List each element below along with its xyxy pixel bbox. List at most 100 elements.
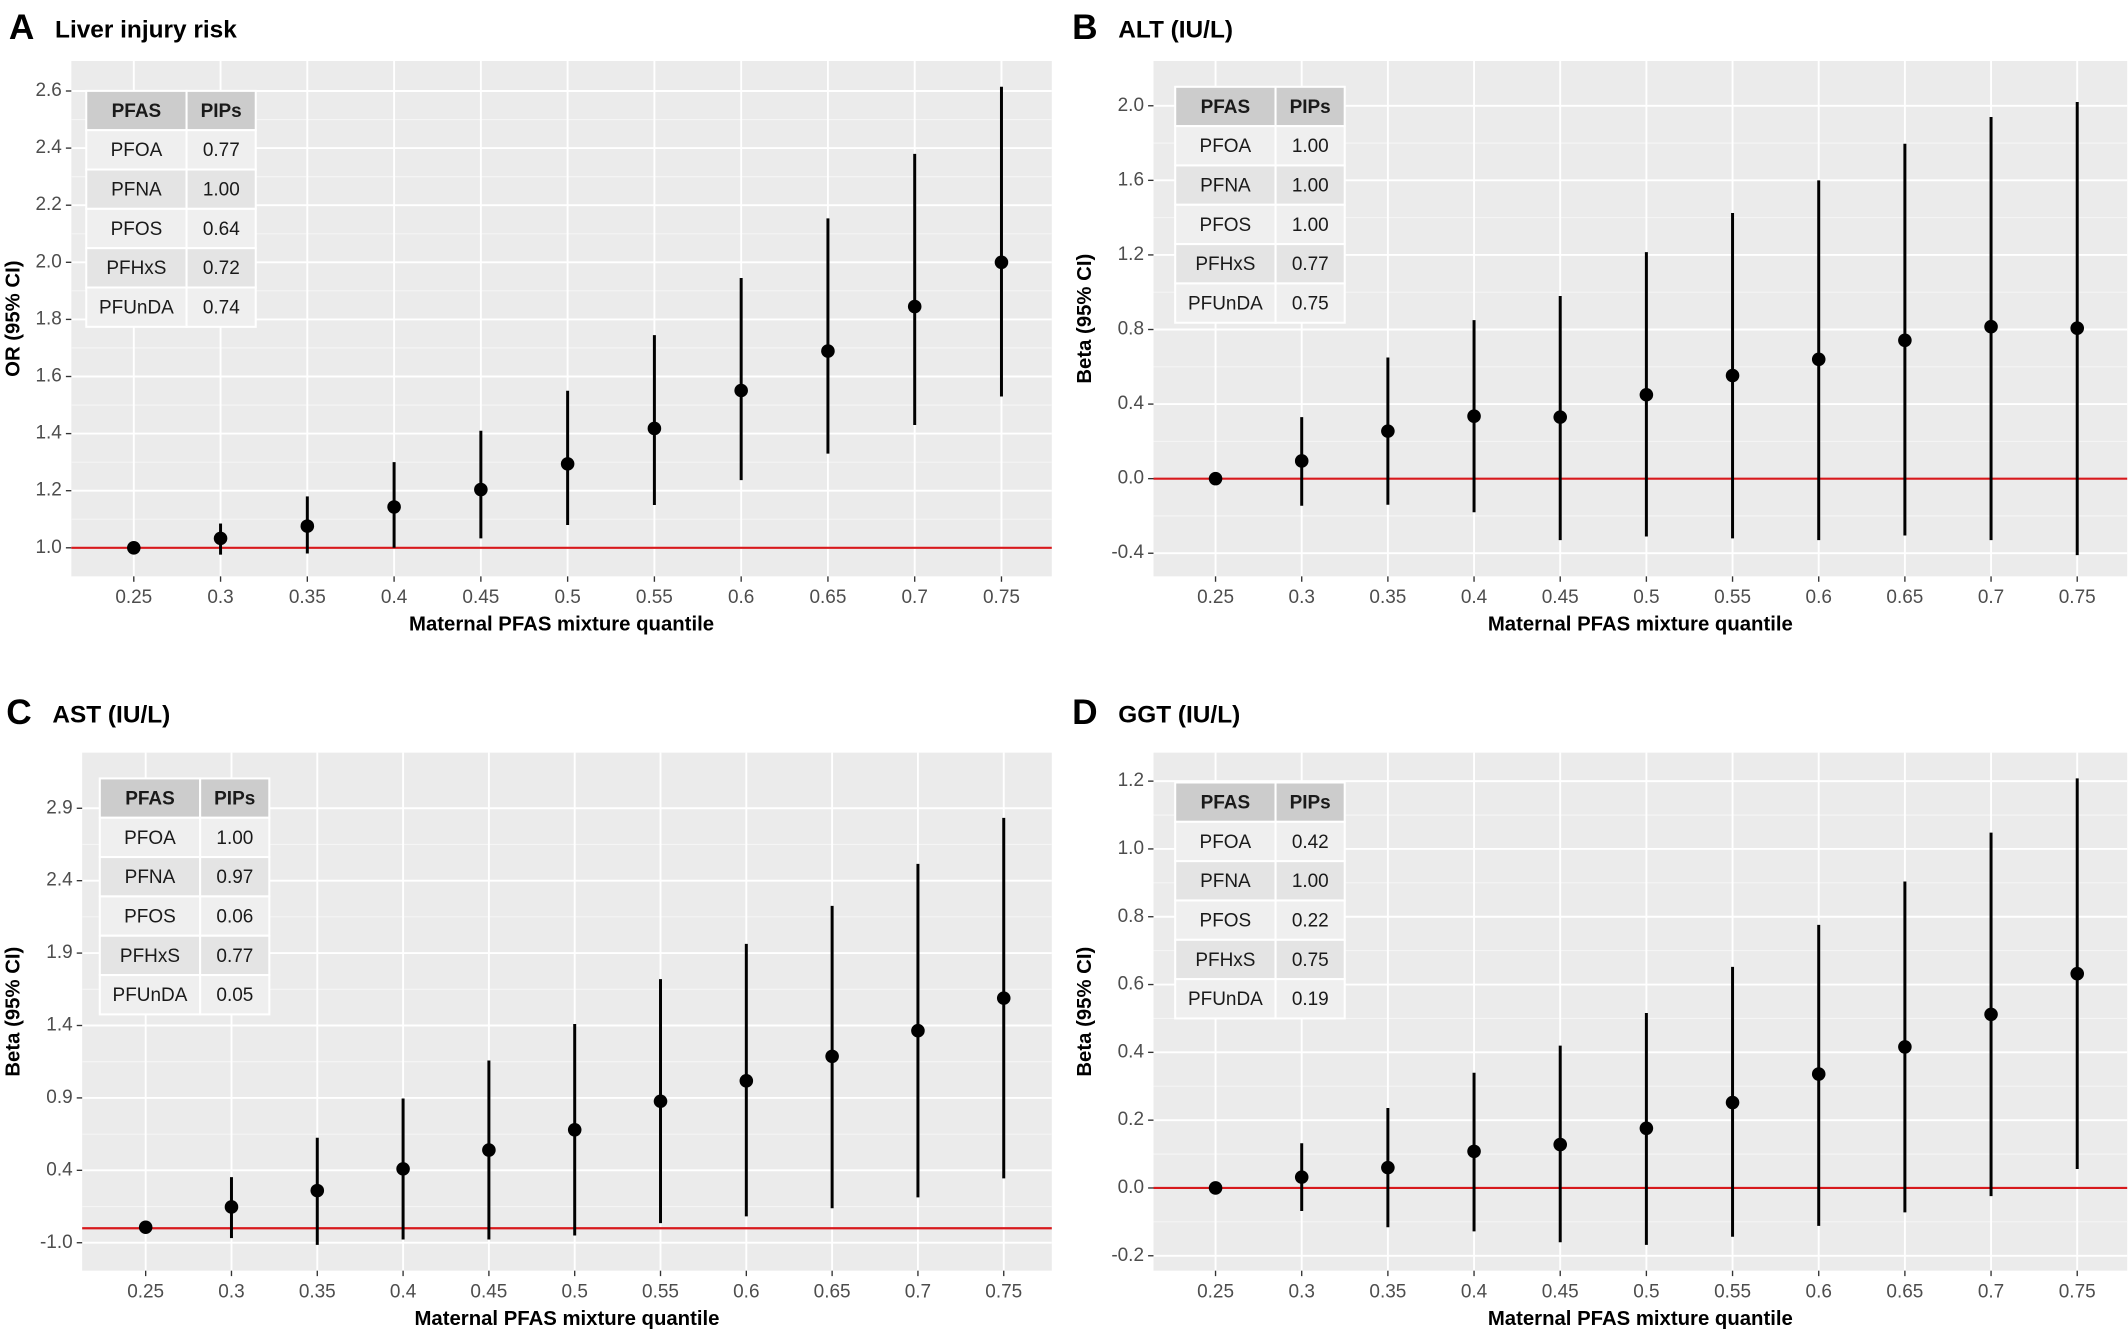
point: [560, 457, 575, 471]
point: [1898, 1040, 1912, 1054]
x-tick-label: 0.5: [562, 1281, 588, 1302]
point: [2070, 321, 2085, 335]
panel-letter: D: [1072, 693, 1097, 732]
point: [1725, 368, 1740, 383]
x-axis-title: Maternal PFAS mixture quantile: [1488, 614, 1793, 636]
y-tick-label: 2.2: [35, 194, 61, 215]
table-cell-bg: [1274, 125, 1346, 167]
x-tick-label: 0.75: [985, 1281, 1022, 1302]
table-cell: PFNA: [111, 180, 162, 201]
x-tick-label: 0.4: [1461, 587, 1487, 608]
point: [994, 255, 1009, 270]
point: [1811, 1067, 1826, 1081]
point: [1294, 454, 1309, 468]
point: [1984, 319, 1998, 334]
point: [1467, 409, 1481, 423]
point: [821, 344, 835, 358]
x-tick-label: 0.3: [1289, 587, 1315, 608]
table-cell: PFOA: [111, 140, 163, 161]
table-cell: 0.77: [216, 946, 253, 967]
x-tick-label: 0.55: [1714, 1281, 1751, 1302]
y-tick-label: 0.4: [1118, 393, 1144, 414]
table-header: PIPs: [1290, 97, 1331, 118]
y-tick-label: 1.0: [35, 537, 61, 558]
x-tick-label: 0.55: [642, 1281, 679, 1302]
table-cell-bg: [98, 974, 202, 1016]
y-tick-label: -0.4: [1111, 542, 1144, 563]
table-cell-bg: [98, 934, 202, 977]
table-cell-bg: [1174, 978, 1277, 1020]
table-cell: PFHxS: [1195, 254, 1255, 275]
y-tick-label: 0.2: [1118, 1109, 1144, 1130]
x-tick-label: 0.5: [1633, 587, 1659, 608]
x-tick-label: 0.3: [207, 587, 233, 608]
table-cell: PFNA: [1200, 871, 1251, 892]
table-header: PIPs: [1290, 793, 1331, 814]
table-cell-bg: [85, 129, 188, 171]
table-cell: 0.74: [203, 298, 240, 319]
table-cell: 0.64: [203, 219, 240, 240]
panel-title: ALT (IU/L): [1118, 17, 1233, 44]
y-tick-label: -0.2: [1111, 1245, 1144, 1266]
y-tick-label: 0.0: [1118, 1177, 1144, 1198]
table-cell-bg: [1274, 978, 1346, 1020]
table-cell-bg: [185, 168, 257, 210]
x-tick-label: 0.75: [2059, 1281, 2096, 1302]
table-cell: 0.77: [203, 140, 240, 161]
table-cell: PFHxS: [1195, 950, 1255, 971]
y-tick-label: 1.8: [35, 308, 61, 329]
table-header: PFAS: [1201, 97, 1251, 118]
table-cell: 1.00: [1292, 136, 1329, 157]
x-tick-label: 0.55: [1714, 587, 1751, 608]
point: [1898, 333, 1912, 348]
table-header-cell: [185, 89, 257, 132]
y-tick-label: 2.0: [35, 251, 61, 272]
table-cell-bg: [199, 895, 271, 937]
panel-letter: C: [6, 693, 31, 732]
point: [224, 1200, 239, 1214]
table-header: PIPs: [201, 101, 242, 122]
x-tick-label: 0.55: [636, 587, 673, 608]
point: [1725, 1095, 1740, 1110]
x-axis-title: Maternal PFAS mixture quantile: [1488, 1308, 1793, 1329]
x-tick-label: 0.25: [115, 587, 152, 608]
y-tick-label: 1.6: [35, 366, 61, 387]
point: [300, 519, 315, 533]
y-tick-label: -1.0: [40, 1232, 73, 1253]
table-cell-bg: [1274, 820, 1346, 863]
x-tick-label: 0.7: [1978, 1281, 2004, 1302]
point: [567, 1122, 582, 1137]
x-tick-label: 0.45: [1542, 1281, 1579, 1302]
x-tick-label: 0.5: [554, 587, 580, 608]
x-tick-label: 0.7: [1978, 587, 2004, 608]
y-tick-label: 2.4: [35, 137, 61, 158]
table-cell-bg: [1274, 282, 1346, 324]
table-cell: PFUnDA: [1188, 989, 1263, 1010]
point: [2070, 966, 2085, 981]
x-tick-label: 0.3: [1289, 1281, 1315, 1302]
table-cell: PFNA: [125, 867, 176, 888]
y-axis-title: OR (95% CI): [3, 261, 25, 377]
table-cell-bg: [1174, 243, 1277, 285]
table-cell: 0.75: [1292, 950, 1329, 971]
x-tick-label: 0.35: [1369, 587, 1406, 608]
table-cell: 0.05: [216, 985, 253, 1006]
point: [396, 1162, 410, 1176]
point: [653, 1094, 668, 1109]
y-axis-title: Beta (95% CI): [1074, 254, 1096, 384]
table-header: PFAS: [125, 788, 175, 809]
x-tick-label: 0.35: [1369, 1281, 1406, 1302]
point: [1381, 424, 1395, 438]
point: [1381, 1160, 1395, 1175]
table-cell-bg: [1274, 899, 1346, 941]
x-tick-label: 0.25: [1197, 1281, 1234, 1302]
table-cell: 1.00: [1292, 871, 1329, 892]
table-cell-bg: [85, 247, 188, 289]
table-cell: 0.77: [1292, 254, 1329, 275]
x-tick-label: 0.65: [1886, 1281, 1923, 1302]
point: [825, 1049, 839, 1064]
table-cell: 1.00: [216, 828, 253, 849]
point: [1639, 387, 1654, 402]
table-header: PFAS: [112, 101, 162, 122]
table-cell: 0.19: [1292, 989, 1329, 1010]
